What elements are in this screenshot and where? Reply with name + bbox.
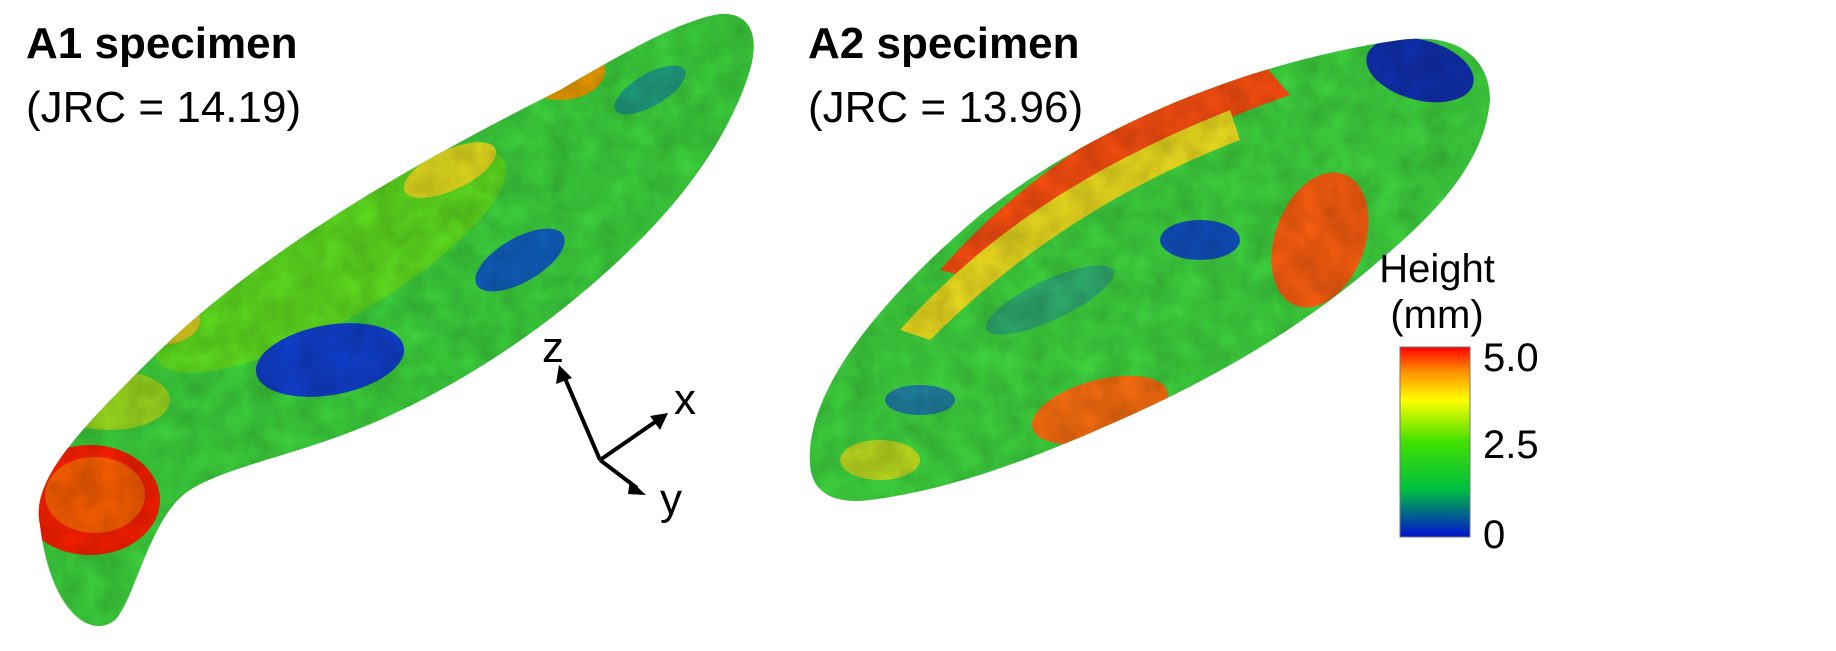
coordinate-axes [556,365,668,495]
legend-title-line1: Height [1379,247,1495,291]
axis-y-label: y [660,475,682,524]
a1-jrc: (JRC = 14.19) [26,83,302,132]
legend-title-line2: (mm) [1390,293,1484,337]
axis-x-label: x [674,375,696,424]
a1-title: A1 specimen [26,19,298,68]
a2-title: A2 specimen [808,19,1080,68]
a2-jrc: (JRC = 13.96) [808,83,1084,132]
legend-title: Height (mm) [1357,246,1517,338]
legend-tick-min: 0 [1483,513,1506,557]
legend-tick-max: 5.0 [1483,336,1539,380]
axis-z-label: z [542,323,564,372]
legend-tick-mid: 2.5 [1483,423,1539,467]
legend-color-bar [1399,346,1471,538]
